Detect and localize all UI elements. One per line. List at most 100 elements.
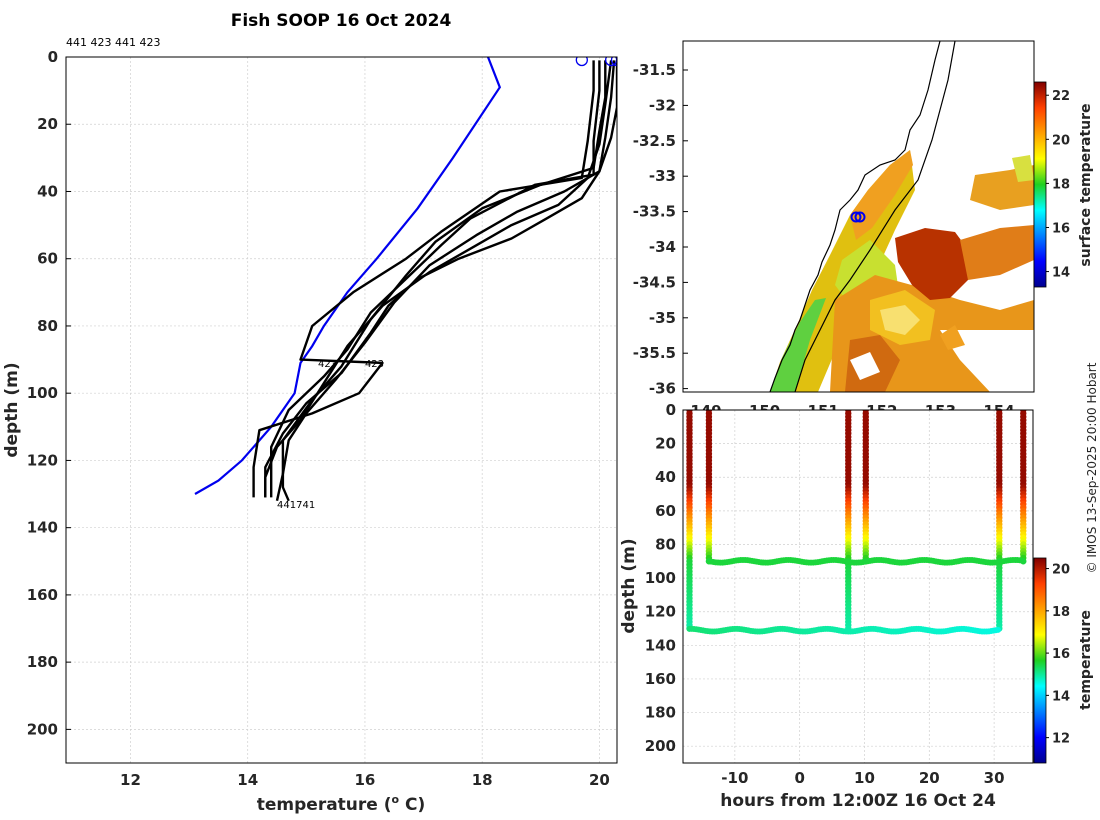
surface-colorbar-tick-label: 16	[1052, 221, 1070, 236]
sst-east-warm	[960, 225, 1034, 280]
section-y-tick-label: 20	[655, 435, 676, 453]
map-lat-label: -33	[649, 167, 676, 185]
y-tick-label: 200	[27, 720, 58, 738]
profile-line	[264, 60, 617, 498]
profile-line	[275, 60, 616, 502]
temperature-colorbar	[1033, 557, 1047, 764]
y-tick-label: 180	[27, 653, 58, 671]
y-tick-label: 80	[37, 317, 58, 335]
sst-warm-strip	[850, 150, 913, 240]
surface-colorbar-ticks: 14 16 18 20 22	[1046, 89, 1070, 281]
y-tick-label: 60	[37, 250, 58, 268]
profile-axes-box	[65, 56, 618, 764]
shelf-edge-contour	[794, 41, 956, 392]
map-lat-label: -35.5	[633, 344, 676, 362]
section-y-tick-label: 140	[645, 636, 676, 654]
ship-position-marker	[850, 211, 862, 223]
section-x-axis-label: hours from 12:00Z 16 Oct 24	[720, 791, 996, 811]
section-ticks: -10 0 10 20 30 0 20 40 60 80 100 120 140 160 180 200	[645, 401, 1005, 787]
section-y-tick-label: 100	[645, 569, 676, 587]
coastline	[769, 41, 941, 392]
section-y-tick-label: 60	[655, 502, 676, 520]
map-lat-label: -32	[649, 96, 676, 114]
section-plot	[686, 410, 1027, 635]
cloud-gap-1	[850, 352, 880, 380]
section-y-tick-label: 120	[645, 603, 676, 621]
x-axis-label: temperature (o C)	[257, 793, 426, 815]
temperature-colorbar-tick-label: 14	[1052, 689, 1070, 704]
x-tick-label: 12	[120, 771, 141, 789]
map-lat-label: -31.5	[633, 61, 676, 79]
cast-annotation: 423	[365, 359, 384, 370]
y-tick-label: 100	[27, 384, 58, 402]
surface-colorbar-tick-label: 22	[1052, 89, 1070, 104]
map-lat-label: -36	[649, 380, 676, 398]
surface-temperature-colorbar	[1033, 81, 1047, 288]
map-lat-label: -34.5	[633, 273, 676, 291]
profile-plot: 423 423 441741	[194, 57, 617, 511]
sst-patch	[940, 325, 965, 350]
cast-annotation: 423	[318, 359, 337, 370]
cast-id-label: 441 423 441 423	[66, 36, 160, 49]
profile-line	[264, 60, 613, 498]
sst-north-cool	[1012, 155, 1034, 182]
section-y-tick-label: 180	[645, 704, 676, 722]
surface-colorbar-tick-label: 20	[1052, 133, 1070, 148]
tow-sample	[995, 626, 1001, 633]
x-tick-label: 14	[237, 771, 258, 789]
x-tick-label: 16	[355, 771, 376, 789]
y-axis-label: depth (m)	[2, 362, 22, 457]
y-tick-label: 160	[27, 586, 58, 604]
cloud-gap-2	[940, 330, 1034, 392]
y-tick-label: 0	[48, 48, 58, 66]
surface-point-marker	[610, 57, 617, 67]
surface-colorbar-tick-label: 14	[1052, 266, 1070, 281]
sst-eddy-core	[880, 305, 920, 335]
surface-point-marker	[575, 57, 588, 67]
map-lat-label: -32.5	[633, 132, 676, 150]
section-x-tick-label: 10	[854, 769, 875, 787]
imos-credit: © IMOS 13-Sep-2025 20:00 Hobart	[1085, 362, 1099, 573]
sst-warm-eddy	[895, 228, 972, 300]
cast-annotation: 441741	[277, 500, 315, 511]
ship-position-marker-2	[854, 211, 866, 223]
y-tick-label: 120	[27, 451, 58, 469]
section-y-tick-label: 160	[645, 670, 676, 688]
temperature-colorbar-tick-label: 16	[1052, 647, 1070, 662]
map-lat-label: -34	[649, 238, 676, 256]
tow-sample	[1018, 557, 1025, 564]
temperature-colorbar-tick-label: 12	[1052, 732, 1070, 747]
section-y-tick-label: 200	[645, 737, 676, 755]
section-x-tick-label: 0	[794, 769, 804, 787]
y-tick-label: 140	[27, 519, 58, 537]
section-background	[683, 410, 1033, 763]
section-x-tick-label: 30	[984, 769, 1005, 787]
climatology-line	[194, 57, 502, 495]
sst-cool-strip	[770, 298, 826, 392]
x-tick-label: 18	[472, 771, 493, 789]
surface-colorbar-tick-label: 18	[1052, 177, 1070, 192]
temperature-colorbar-label: temperature	[1078, 610, 1094, 710]
profile-line	[270, 60, 601, 498]
section-x-tick-label: 20	[919, 769, 940, 787]
section-y-tick-label: 40	[655, 468, 676, 486]
map-lat-label: -35	[649, 309, 676, 327]
section-x-tick-label: -10	[721, 769, 748, 787]
section-y-tick-label: 0	[666, 401, 676, 419]
section-axes-box	[682, 409, 1034, 764]
section-grid	[683, 409, 1033, 763]
x-tick-label: 20	[589, 771, 610, 789]
profile-grid	[66, 56, 617, 763]
map-lat-label: -33.5	[633, 203, 676, 221]
temperature-colorbar-ticks: 12 14 16 18 20	[1046, 563, 1070, 747]
y-tick-label: 40	[37, 182, 58, 200]
temperature-colorbar-tick-label: 20	[1052, 563, 1070, 578]
section-y-tick-label: 80	[655, 535, 676, 553]
y-tick-label: 20	[37, 115, 58, 133]
section-y-axis-label: depth (m)	[619, 538, 639, 633]
chart-title: Fish SOOP 16 Oct 2024	[231, 11, 452, 31]
temperature-colorbar-tick-label: 18	[1052, 605, 1070, 620]
surface-colorbar-label: surface temperature	[1078, 103, 1094, 266]
